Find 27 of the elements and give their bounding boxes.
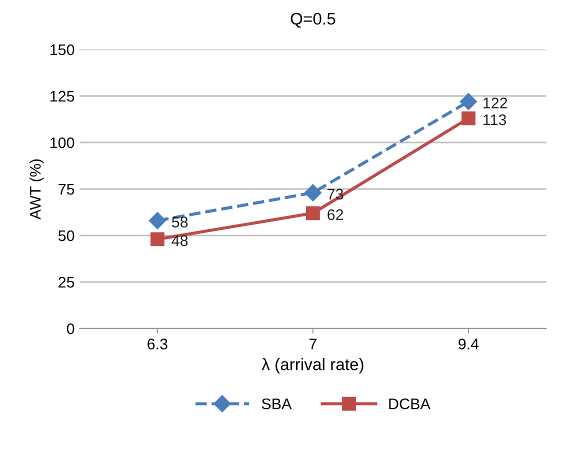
y-tick-label: 0 bbox=[66, 323, 74, 334]
y-tick-label: 125 bbox=[50, 90, 74, 102]
point bbox=[306, 206, 320, 220]
point bbox=[148, 212, 166, 230]
data-label: 122 bbox=[484, 98, 508, 108]
point bbox=[460, 93, 478, 110]
x-axis-title: λ (arrival rate) bbox=[262, 358, 364, 374]
y-tick-label: 25 bbox=[58, 276, 74, 288]
y-tick-label: 150 bbox=[50, 44, 74, 56]
x-tick-label: 7 bbox=[309, 338, 316, 350]
data-label: 58 bbox=[172, 216, 188, 228]
legend-label: SBA bbox=[262, 398, 292, 410]
data-label: 48 bbox=[172, 235, 188, 246]
x-tick-label: 9.4 bbox=[458, 338, 479, 350]
chart-title: Q=0.5 bbox=[290, 12, 336, 28]
y-tick-label: 50 bbox=[58, 230, 74, 242]
y-axis-title: AWT (%) bbox=[30, 159, 44, 220]
legend-label: DCBA bbox=[389, 398, 430, 410]
point bbox=[150, 232, 164, 246]
data-label: 113 bbox=[484, 114, 506, 126]
point bbox=[304, 184, 322, 202]
data-label: 73 bbox=[328, 188, 344, 200]
x-tick-label: 6.3 bbox=[148, 338, 168, 350]
y-tick-label: 100 bbox=[50, 137, 74, 148]
data-label: 62 bbox=[328, 209, 344, 220]
point bbox=[462, 111, 476, 126]
y-tick-label: 75 bbox=[58, 184, 74, 195]
